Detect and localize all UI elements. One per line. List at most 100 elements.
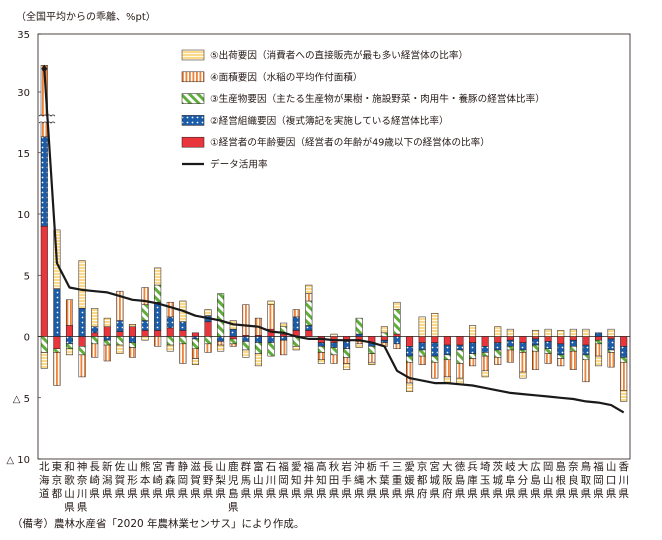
x-tick-label: 東京都 xyxy=(52,460,63,500)
bar-segment xyxy=(217,341,225,346)
bar-segment xyxy=(179,343,187,364)
bar-segment xyxy=(91,326,99,334)
bar-segment xyxy=(191,338,199,350)
bar-segment xyxy=(506,349,514,363)
unit-label: （全国平均からの乖離、%pt） xyxy=(16,10,156,23)
bar-segment xyxy=(305,284,313,294)
x-tick-label: 神奈川県 xyxy=(77,460,88,514)
bar-segment xyxy=(519,349,527,353)
bar-segment xyxy=(368,346,376,354)
bar-segment xyxy=(305,330,313,337)
x-tick-label: 兵庫県 xyxy=(467,460,478,500)
bar-segment xyxy=(380,336,388,341)
bar-segment xyxy=(154,330,162,337)
bar-segment xyxy=(607,338,615,351)
bar-segment xyxy=(91,343,99,358)
bar-segment xyxy=(443,354,451,361)
plot-frame xyxy=(37,33,631,460)
x-tick-label: 青森県 xyxy=(165,460,176,500)
bar-segment xyxy=(204,343,212,353)
bar-segment xyxy=(343,348,351,358)
bar-segment xyxy=(481,370,489,378)
bar-segment xyxy=(217,293,225,337)
bar-segment xyxy=(544,336,552,342)
y-tick-label: △ 10 xyxy=(6,455,30,466)
bar-segment xyxy=(620,361,628,391)
x-tick-label: 千葉県 xyxy=(379,461,390,500)
bar-segment xyxy=(91,332,99,337)
bar-segment xyxy=(481,346,489,353)
bar-segment xyxy=(128,324,136,327)
bar-segment xyxy=(443,359,451,378)
bar-segment xyxy=(103,339,111,346)
bar-segment xyxy=(431,312,439,337)
bar-segment xyxy=(443,344,451,356)
bar-segment xyxy=(191,348,199,359)
bar-segment xyxy=(179,330,187,337)
bar-segment xyxy=(317,352,325,361)
x-tick-label: 静岡県 xyxy=(178,460,189,500)
bar-segment xyxy=(544,348,552,354)
x-tick-label: 京都府 xyxy=(417,460,428,500)
bar-segment xyxy=(242,336,250,342)
bar-segment xyxy=(431,361,439,379)
bar-segment xyxy=(418,349,426,357)
bar-segment xyxy=(103,344,111,362)
bar-segment xyxy=(393,301,401,310)
bar-segment xyxy=(343,363,351,370)
x-tick-label: 北海道 xyxy=(39,461,50,500)
legend-swatch xyxy=(181,93,205,104)
bar-segment xyxy=(406,355,414,363)
bar-segment xyxy=(544,341,552,349)
legend-swatch xyxy=(181,71,205,83)
x-tick-label: 福岡県 xyxy=(278,460,289,500)
bar-segment xyxy=(103,336,111,341)
bar-segment xyxy=(557,336,565,345)
bar-segment xyxy=(280,339,288,356)
bar-segment xyxy=(532,344,540,352)
bar-segment xyxy=(406,382,414,392)
legend-label: ②経営組織要因（複式簿記を実施している経営体比率） xyxy=(210,115,449,127)
bar-segment xyxy=(103,317,111,327)
bar-segment xyxy=(418,355,426,365)
bar-segment xyxy=(594,332,603,337)
bar-segment xyxy=(267,336,275,343)
bar-segment xyxy=(229,336,237,340)
bar-segment xyxy=(40,352,48,369)
bar-segment xyxy=(481,355,489,372)
bar-segment xyxy=(481,336,489,347)
x-tick-label: 大阪府 xyxy=(442,460,453,500)
bar-segment xyxy=(494,326,502,337)
bar-segment xyxy=(53,336,61,349)
bar-segment xyxy=(393,309,401,335)
bar-segment xyxy=(65,325,74,337)
bar-segment xyxy=(469,336,477,343)
bar-segment xyxy=(582,359,590,383)
bar-segment xyxy=(506,336,514,341)
bar-segment xyxy=(456,363,464,379)
bar-segment xyxy=(469,325,477,337)
bar-segment xyxy=(469,358,477,367)
bar-segment xyxy=(53,352,61,386)
bar-segment xyxy=(191,358,199,365)
y-tick-label: △ 5 xyxy=(13,394,30,405)
bar-segment xyxy=(443,336,451,346)
bar-segment xyxy=(607,336,615,340)
y-tick-label: 10 xyxy=(17,210,30,221)
bar-segment xyxy=(166,344,174,352)
legend-label: ③生産物要因（主たる生産物が果樹・施設野菜・肉用牛・養豚の経営体比率） xyxy=(210,93,545,105)
bar-segment xyxy=(179,336,187,345)
x-tick-label: 宮城県 xyxy=(430,460,441,500)
bar-segment xyxy=(406,361,414,384)
bar-segment xyxy=(65,343,74,350)
x-tick-label: 新潟県 xyxy=(102,460,113,500)
data-point-marker xyxy=(41,64,48,73)
bar-segment xyxy=(116,336,124,346)
bar-segment xyxy=(154,336,162,347)
x-tick-label: 福岡県 xyxy=(593,460,604,500)
bar-segment xyxy=(305,300,313,326)
bar-segment xyxy=(494,342,502,351)
bar-segment xyxy=(418,342,426,351)
x-tick-label: 和歌山県 xyxy=(64,461,75,514)
bar-segment xyxy=(418,316,426,337)
